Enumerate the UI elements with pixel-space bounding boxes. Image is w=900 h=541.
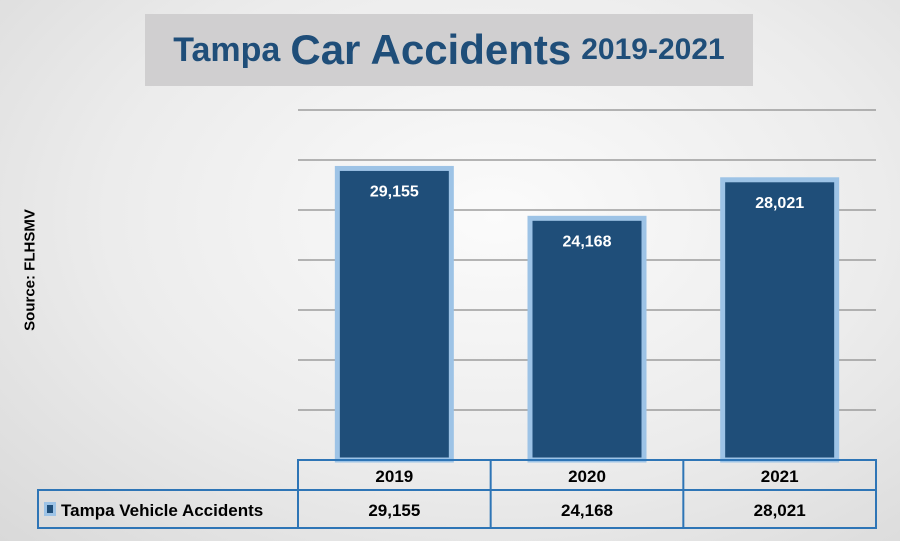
legend-series-name: Tampa Vehicle Accidents	[61, 501, 263, 520]
bar-2021	[720, 177, 840, 463]
title-part-1: Tampa	[173, 30, 281, 69]
table-header-2021: 2021	[761, 467, 799, 486]
data-label-2021: 28,021	[755, 195, 804, 212]
data-label-2020: 24,168	[563, 233, 612, 250]
title-part-2: Car Accidents	[290, 26, 572, 73]
title-part-3: 2019-2021	[581, 33, 725, 66]
legend-key-icon	[47, 505, 53, 513]
table-header-2020: 2020	[568, 467, 606, 486]
table-value-2020: 24,168	[561, 501, 613, 520]
data-label-2019: 29,155	[370, 183, 419, 200]
chart-title: Tampa Car Accidents 2019-2021	[145, 14, 753, 86]
bar-2019	[334, 165, 454, 463]
table-value-2019: 29,155	[368, 501, 420, 520]
table-header-2019: 2019	[375, 467, 413, 486]
bar-2020	[527, 215, 647, 463]
table-value-2021: 28,021	[754, 501, 806, 520]
